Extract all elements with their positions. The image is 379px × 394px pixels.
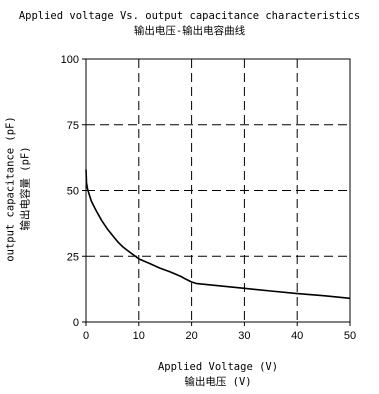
x-axis-label: Applied Voltage (V) (157, 361, 279, 373)
y-tick-label: 25 (67, 251, 79, 263)
x-tick-label: 50 (344, 330, 356, 342)
x-tick-label: 20 (185, 330, 197, 342)
y-tick-label: 0 (73, 317, 79, 329)
chart-subtitle: 输出电压-输出电容曲线 (133, 25, 246, 37)
series-line (85, 169, 351, 300)
x-tick-label: 10 (133, 330, 145, 342)
y-tick-label: 75 (67, 120, 79, 132)
chart-title: Applied voltage Vs. output capacitance c… (18, 10, 361, 22)
y-tick-label: 100 (61, 54, 79, 66)
x-tick-label: 30 (238, 330, 250, 342)
x-axis-label-cn: 输出电压 (V) (184, 376, 252, 388)
x-tick-label: 40 (291, 330, 303, 342)
y-tick-label: 50 (67, 186, 79, 198)
x-tick-label: 0 (83, 330, 89, 342)
